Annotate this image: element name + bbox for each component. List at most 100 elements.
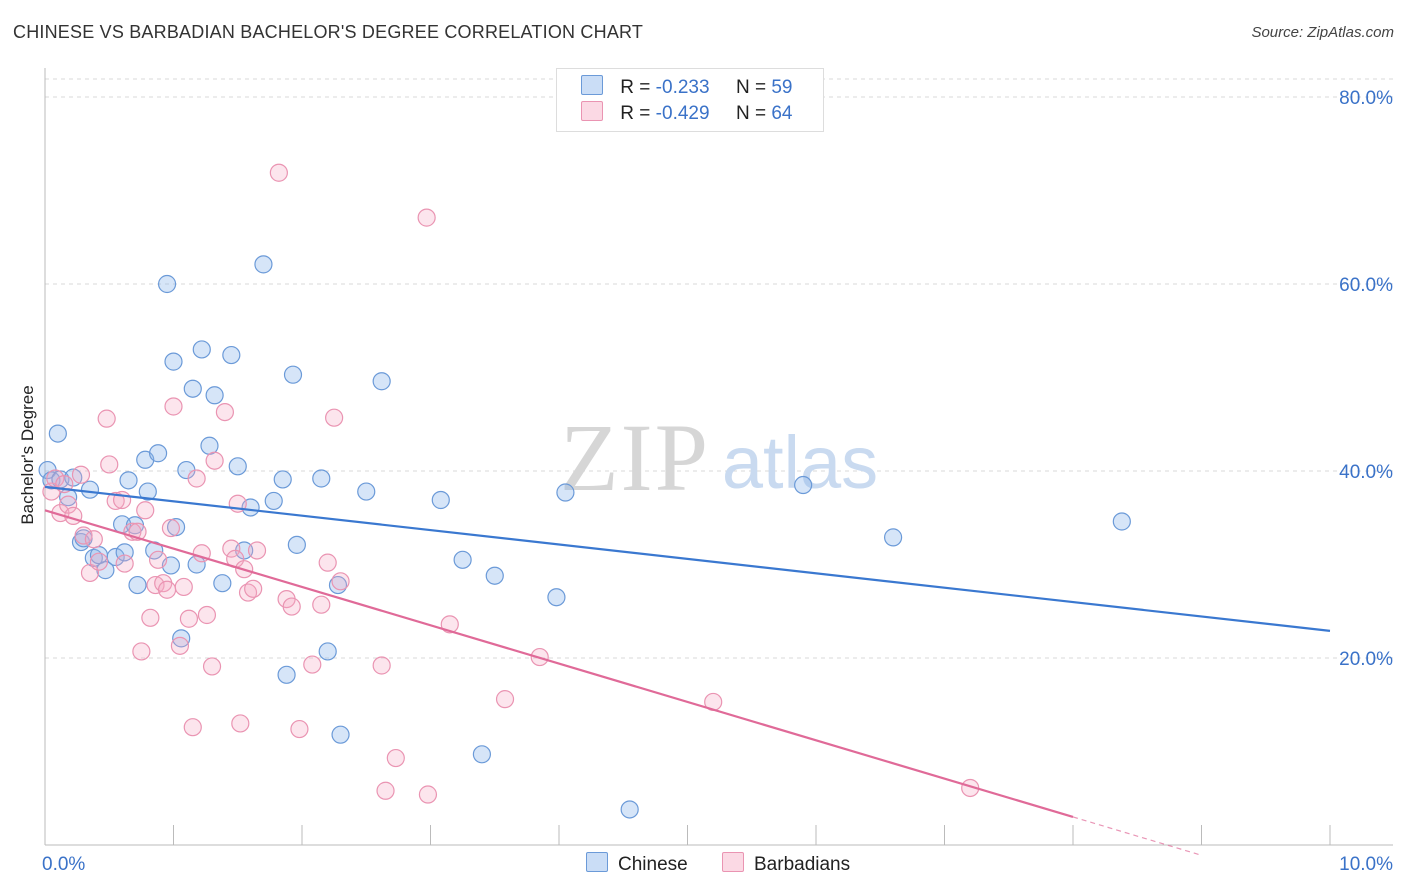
barbadian-point <box>74 526 93 545</box>
stats-legend: R = -0.233 N = 59 R = -0.429 N = 64 <box>556 68 824 132</box>
barbadian-point <box>231 714 250 733</box>
barbadian-point <box>170 636 190 655</box>
barbadian-point <box>136 501 155 520</box>
chinese-point <box>254 255 273 274</box>
legend-n-value: 64 <box>771 103 793 124</box>
legend-r-label: R = <box>620 77 651 98</box>
barbadian-point <box>59 495 78 514</box>
legend-item-chinese: Chinese <box>586 852 688 876</box>
barbadian-trend-line <box>44 509 1074 819</box>
barbadian-trend-extension <box>1072 816 1202 856</box>
barbadian-legend-label: Barbadians <box>754 854 851 875</box>
y-tick-label: 80.0% <box>1339 88 1393 109</box>
chinese-point <box>547 588 566 607</box>
chinese-point <box>453 550 472 569</box>
chinese-legend-swatch <box>586 852 608 872</box>
chinese-point <box>119 471 138 490</box>
barbadian-point <box>303 655 322 674</box>
chinese-point <box>148 444 168 463</box>
barbadian-point <box>325 408 344 427</box>
chinese-point <box>1112 512 1131 531</box>
data-points <box>38 163 1131 819</box>
x-tick-label: 0.0% <box>42 854 85 875</box>
barbadian-point <box>148 550 168 569</box>
barbadian-point <box>202 657 222 676</box>
barbadian-point <box>376 781 395 800</box>
legend-item-barbadians: Barbadians <box>722 852 850 876</box>
barbadian-point <box>100 455 119 474</box>
chinese-point <box>48 424 67 443</box>
chinese-point <box>183 379 202 398</box>
legend-r-value: -0.233 <box>655 77 710 98</box>
legend-row-barbadian: R = -0.429 N = 64 <box>581 101 792 127</box>
y-tick-label: 20.0% <box>1339 649 1393 670</box>
x-tick-label: 10.0% <box>1339 854 1393 875</box>
barbadian-point <box>215 402 234 422</box>
barbadian-point <box>205 451 224 470</box>
chinese-point <box>312 469 331 488</box>
chinese-swatch <box>581 75 603 95</box>
chinese-point <box>222 345 241 365</box>
legend-row-chinese: R = -0.233 N = 59 <box>581 75 792 101</box>
barbadian-point <box>282 597 301 616</box>
chinese-point <box>172 629 191 648</box>
y-tick-label: 60.0% <box>1339 275 1393 296</box>
barbadian-point <box>440 615 459 634</box>
barbadian-point <box>331 572 350 591</box>
chinese-point <box>556 483 575 502</box>
barbadian-point <box>269 163 288 182</box>
chinese-point <box>164 352 183 371</box>
barbadian-point <box>89 552 109 571</box>
chinese-point <box>277 665 296 684</box>
chinese-point <box>794 475 813 495</box>
legend-r-value: -0.429 <box>655 103 710 124</box>
chinese-trend-line <box>44 485 1331 632</box>
barbadian-point <box>141 608 160 627</box>
barbadian-point <box>97 409 116 428</box>
source-label: Source: ZipAtlas.com <box>1251 24 1394 41</box>
barbadian-point <box>161 518 181 538</box>
barbadian-point <box>179 609 199 628</box>
barbadian-point <box>386 748 405 768</box>
chinese-point <box>287 535 306 554</box>
chinese-point <box>283 365 303 384</box>
watermark-atlas: atlas <box>722 421 878 504</box>
barbadian-point <box>183 718 202 737</box>
chinese-point <box>106 547 125 567</box>
barbadian-point <box>244 579 263 598</box>
y-tick-label: 40.0% <box>1339 462 1393 483</box>
chinese-legend-label: Chinese <box>618 854 688 875</box>
legend-n-label: N = <box>735 77 767 98</box>
legend-r-label: R = <box>620 103 651 124</box>
legend-n-label: N = <box>735 103 767 124</box>
barbadian-point <box>132 642 151 661</box>
barbadian-point <box>418 785 438 804</box>
chinese-point <box>205 386 224 405</box>
barbadian-point <box>174 577 193 597</box>
chinese-point <box>620 800 639 819</box>
chinese-point <box>273 470 292 489</box>
chinese-point <box>213 574 232 593</box>
chinese-point <box>357 482 376 501</box>
chinese-point <box>157 274 177 294</box>
tick-labels: 80.0% 60.0% 40.0% 20.0% 0.0% 10.0% <box>42 88 1393 875</box>
chinese-point <box>431 490 450 510</box>
chinese-point <box>883 528 903 547</box>
barbadian-point <box>222 539 241 558</box>
barbadian-point <box>187 469 206 488</box>
trend-lines <box>44 485 1331 856</box>
chart-title: CHINESE VS BARBADIAN BACHELOR'S DEGREE C… <box>13 22 644 42</box>
barbadian-point <box>157 580 177 599</box>
chinese-point <box>485 566 504 585</box>
barbadian-point <box>495 690 515 709</box>
legend-n-value: 59 <box>771 77 793 98</box>
watermark-zip: ZIP <box>560 404 710 511</box>
watermark: ZIP atlas <box>560 404 878 511</box>
chinese-point <box>192 340 211 359</box>
barbadian-point <box>197 605 217 625</box>
barbadian-point <box>164 397 183 416</box>
chinese-point <box>80 480 100 499</box>
barbadian-swatch <box>581 101 603 121</box>
chinese-point <box>331 725 350 744</box>
chinese-point <box>228 457 247 476</box>
